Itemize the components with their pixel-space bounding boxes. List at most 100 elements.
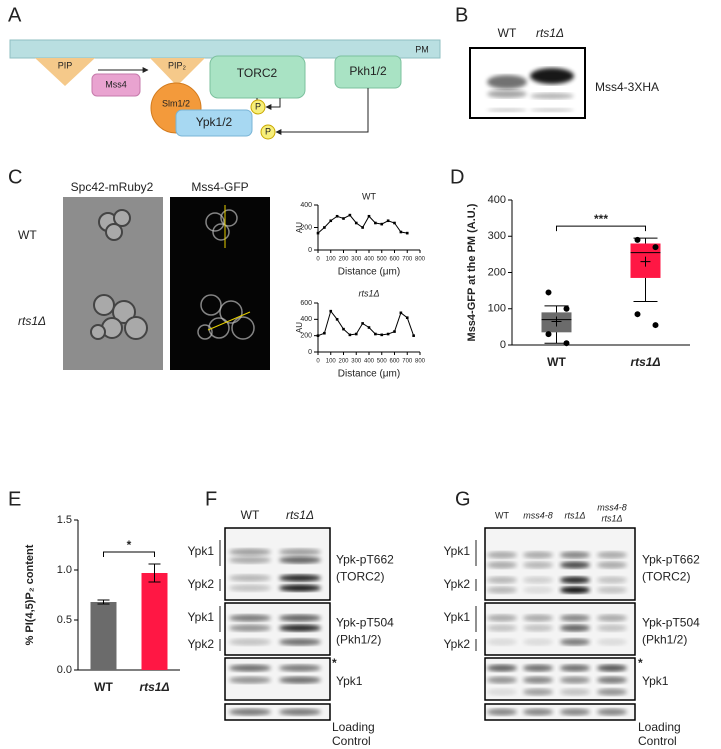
- row-label: rts1Δ: [18, 314, 46, 328]
- x-tick-label: 200: [338, 359, 349, 365]
- blot-band: [487, 614, 517, 622]
- blot-label: *: [638, 656, 643, 670]
- data-point: [545, 289, 552, 296]
- blot-band: [487, 90, 527, 98]
- torc2-label: TORC2: [237, 66, 278, 80]
- blot-frame: [224, 703, 331, 721]
- profile-point: [361, 322, 364, 325]
- ypk-box: [175, 109, 253, 137]
- y-tick-label: 400: [488, 194, 506, 206]
- phospho-label: P: [265, 126, 271, 136]
- blot-band: [279, 708, 321, 716]
- mean: [640, 256, 651, 267]
- slm-label: Slm1/2: [162, 98, 190, 108]
- mss4-label: Mss4: [105, 79, 127, 89]
- blot-band: [523, 586, 553, 594]
- x-tick-label: 600: [389, 359, 400, 365]
- x-tick-label: 400: [364, 359, 375, 365]
- data-point: [634, 236, 641, 243]
- blot-band: [523, 638, 553, 646]
- y-axis-label: Mss4-GFP at the PM (A.U.): [466, 203, 478, 341]
- y-tick-label: 300: [488, 230, 506, 242]
- blot-band: [229, 556, 271, 564]
- data-point: [563, 305, 570, 312]
- profile-point: [354, 221, 358, 225]
- data-point: [652, 322, 659, 329]
- blot-label: Control: [332, 734, 371, 748]
- panel-label: F: [205, 488, 217, 510]
- blot-band: [560, 708, 590, 716]
- blot-band: [523, 676, 553, 684]
- blot-band: [279, 614, 321, 622]
- y-axis-label: % PI(4,5)P₂ content: [24, 544, 36, 645]
- blot-band: [597, 576, 627, 584]
- profile-line: [207, 311, 251, 331]
- blot-band: [523, 576, 553, 584]
- x-tick-label: 800: [415, 257, 426, 263]
- blot-band: [487, 638, 517, 646]
- blot-band: [229, 574, 271, 582]
- blot-label: Loading: [638, 720, 681, 734]
- plasma-membrane: [9, 39, 441, 59]
- blot-band: [487, 75, 527, 89]
- blot-band: [229, 584, 271, 592]
- blot-band: [229, 638, 271, 646]
- blot-band: [597, 676, 627, 684]
- x-tick-label: rts1Δ: [139, 680, 169, 694]
- profile-point: [367, 326, 371, 329]
- blot-band: [487, 586, 517, 594]
- band-label: Ypk2: [444, 577, 471, 591]
- ypk-label: Ypk1/2: [196, 115, 233, 129]
- chart-title: WT: [362, 191, 376, 201]
- cell-fluor: [219, 300, 243, 324]
- profile-point: [348, 333, 352, 337]
- y-tick-label: 0: [308, 247, 312, 254]
- column-label: Mss4-GFP: [191, 180, 248, 194]
- lane-label: rts1Δ: [536, 26, 564, 40]
- pip-triangle: [35, 58, 95, 86]
- blot-band: [487, 551, 517, 559]
- blot-label: Loading: [332, 720, 375, 734]
- profile-point: [348, 213, 352, 217]
- blot-band: [560, 561, 590, 569]
- data-point: [563, 340, 570, 347]
- y-tick-label: 200: [300, 333, 312, 340]
- blot-label: Mss4-3XHA: [595, 80, 659, 94]
- band-label: Ypk2: [188, 637, 215, 651]
- x-tick-label: WT: [547, 355, 566, 369]
- pkh-label: Pkh1/2: [349, 64, 387, 78]
- blot-band: [597, 624, 627, 632]
- blot-band: [560, 676, 590, 684]
- blot-label: Control: [638, 734, 677, 748]
- blot-band: [530, 68, 574, 84]
- blot-band: [597, 664, 627, 672]
- fluorescence-image: [170, 197, 270, 370]
- y-tick-label: 200: [300, 224, 312, 231]
- profile-point: [380, 333, 384, 337]
- blot-label: Ypk-pT662: [336, 553, 394, 567]
- blot-band: [597, 586, 627, 594]
- x-tick-label: 100: [326, 257, 337, 263]
- x-tick-label: 300: [351, 359, 362, 365]
- blot-band: [229, 708, 271, 716]
- lane-label: WT: [241, 508, 260, 522]
- significance-label: ***: [594, 212, 608, 226]
- lane-label: mss4-8: [597, 502, 627, 512]
- profile-point: [354, 332, 358, 336]
- blot-label: (Pkh1/2): [336, 633, 381, 647]
- x-tick-label: 100: [326, 359, 337, 365]
- profile-point: [342, 327, 345, 331]
- mean: [551, 316, 562, 327]
- blot-band: [279, 548, 321, 556]
- profile-point: [374, 221, 377, 225]
- profile-point: [393, 221, 396, 225]
- profile-point: [386, 219, 390, 223]
- blot-band: [560, 576, 590, 584]
- blot-band: [560, 638, 590, 646]
- phospho-label: P: [255, 101, 261, 111]
- blot-band: [279, 676, 321, 684]
- panel-label: G: [455, 488, 471, 510]
- cell: [105, 223, 123, 241]
- data-point: [634, 311, 641, 318]
- x-tick-label: 0: [316, 257, 320, 263]
